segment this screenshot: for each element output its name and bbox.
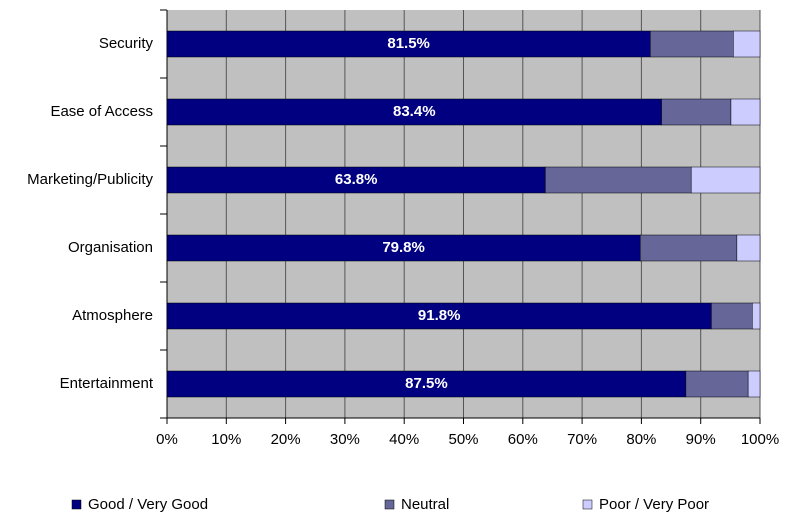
bar-segment — [545, 166, 692, 194]
bar-segment — [752, 302, 761, 330]
y-tick-label: Ease of Access — [50, 103, 153, 120]
bar-segment — [711, 302, 753, 330]
bar-segment — [166, 166, 546, 194]
x-tick-label: 10% — [211, 431, 241, 448]
y-tick-label: Marketing/Publicity — [27, 171, 153, 188]
y-tick-label: Security — [99, 35, 154, 52]
value-label: 83.4% — [393, 103, 436, 120]
legend-swatch — [71, 499, 82, 510]
value-label: 91.8% — [418, 307, 461, 324]
legend-swatch — [582, 499, 593, 510]
bar-segment — [639, 234, 738, 262]
y-tick-label: Entertainment — [60, 375, 154, 392]
x-tick-label: 30% — [330, 431, 360, 448]
x-tick-label: 40% — [389, 431, 419, 448]
bar-segment — [166, 98, 662, 126]
x-tick-label: 100% — [741, 431, 779, 448]
legend-label: Poor / Very Poor — [599, 496, 709, 513]
legend-label: Neutral — [401, 496, 449, 513]
x-tick-label: 80% — [626, 431, 656, 448]
bar-segment — [733, 30, 761, 58]
x-tick-label: 20% — [271, 431, 301, 448]
x-tick-label: 60% — [508, 431, 538, 448]
y-tick-label: Organisation — [68, 239, 153, 256]
bar-segment — [747, 370, 761, 398]
bar-segment — [166, 302, 712, 330]
bar-segment — [661, 98, 732, 126]
bar-segment — [736, 234, 761, 262]
x-tick-label: 90% — [686, 431, 716, 448]
bar-segment — [166, 30, 651, 58]
x-tick-label: 0% — [156, 431, 178, 448]
y-tick-label: Atmosphere — [72, 307, 153, 324]
value-label: 81.5% — [387, 35, 430, 52]
value-label: 63.8% — [335, 171, 378, 188]
bar-segment — [650, 30, 734, 58]
legend-label: Good / Very Good — [88, 496, 208, 513]
legend-swatch — [384, 499, 395, 510]
x-tick-label: 70% — [567, 431, 597, 448]
value-label: 79.8% — [382, 239, 425, 256]
bar-segment — [690, 166, 761, 194]
bar-segment — [166, 370, 687, 398]
bar-segment — [685, 370, 749, 398]
bar-segment — [730, 98, 761, 126]
value-label: 87.5% — [405, 375, 448, 392]
x-tick-label: 50% — [448, 431, 478, 448]
